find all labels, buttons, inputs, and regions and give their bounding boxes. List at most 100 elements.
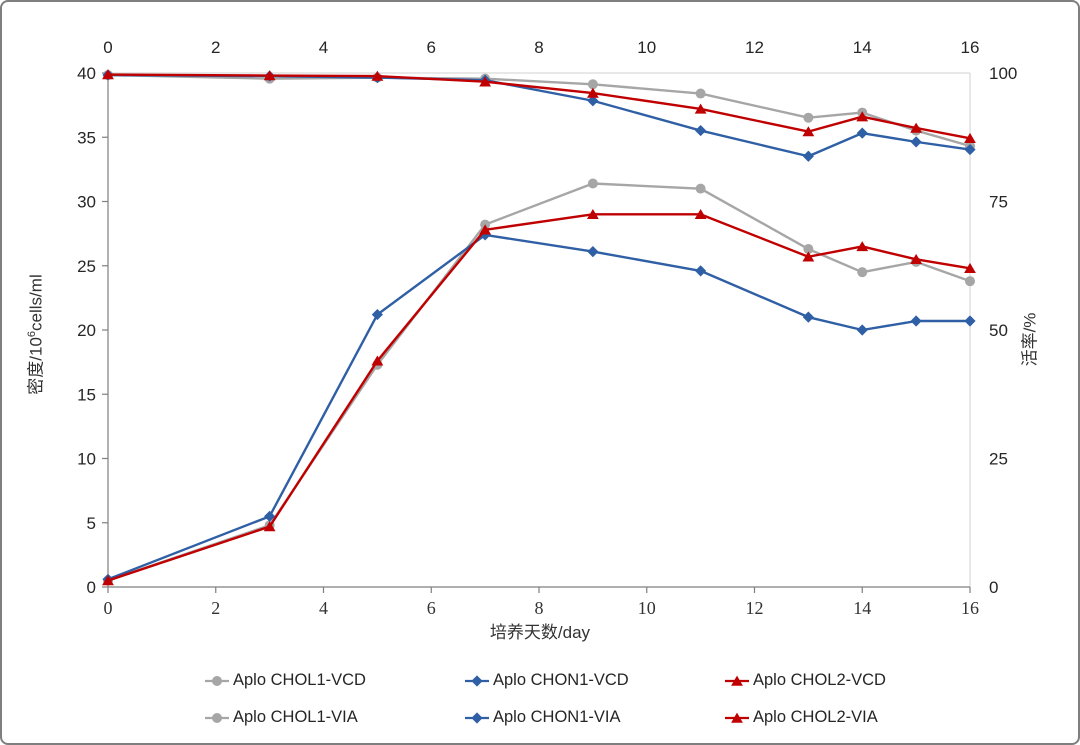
series-aplo-chon1-vcd	[102, 229, 976, 585]
series-aplo-chol1-via	[103, 70, 975, 151]
diamond-marker	[964, 315, 976, 327]
x-bottom-tick-label: 6	[427, 598, 436, 618]
legend-item-aplo-chol2-vcd: Aplo CHOL2-VCD	[722, 662, 982, 699]
diamond-marker	[910, 315, 922, 327]
y-left-tick-label: 10	[77, 450, 96, 469]
y-right-tick-label: 100	[989, 64, 1017, 83]
circle-glyph	[212, 712, 222, 723]
y-left-title-prefix: 密度/10	[26, 337, 46, 395]
circle-glyph	[212, 675, 222, 686]
y-left-title-superscript: 6	[25, 330, 38, 338]
triangle-marker	[586, 208, 599, 220]
diamond-legend-marker-icon	[465, 674, 489, 687]
legend-label: Aplo CHOL2-VCD	[753, 671, 886, 689]
y-left-tick-label: 5	[87, 514, 96, 533]
diamond-glyph	[471, 674, 483, 687]
diamond-marker	[264, 510, 276, 522]
y-left-tick-label: 0	[87, 578, 96, 597]
legend-item-aplo-chol1-via: Aplo CHOL1-VIA	[202, 699, 462, 736]
x-bottom-tick-label: 12	[746, 598, 764, 618]
circle-legend-marker-icon	[205, 712, 229, 723]
diamond-glyph	[471, 711, 483, 724]
series-line	[106, 213, 972, 582]
legend-item-aplo-chon1-vcd: Aplo CHON1-VCD	[462, 662, 722, 699]
series-line	[106, 73, 972, 140]
triangle-marker	[102, 69, 114, 80]
y-left-tick-label: 20	[77, 321, 96, 340]
diamond-marker	[587, 95, 599, 107]
legend-label: Aplo CHOL1-VCD	[233, 671, 366, 689]
y-right-tick-label: 50	[989, 321, 1008, 340]
circle-legend-marker-icon	[205, 675, 229, 686]
x-axis-title: 培养天数/day	[489, 623, 591, 642]
circle-marker	[587, 79, 598, 90]
circle-marker	[587, 178, 598, 189]
x-top-tick-label: 4	[319, 38, 328, 57]
triangle-marker	[479, 224, 492, 235]
x-top-tick-label: 14	[853, 38, 872, 57]
x-top-tick-label: 12	[745, 38, 764, 57]
x-top-tick-label: 6	[427, 38, 436, 57]
triangle-glyph	[731, 675, 743, 686]
circle-marker	[803, 112, 814, 123]
diamond-marker	[587, 246, 599, 258]
y-right-tick-label: 0	[989, 578, 998, 597]
diamond-marker	[695, 124, 707, 137]
triangle-marker	[964, 262, 976, 274]
diamond-marker	[856, 324, 868, 336]
series-line	[106, 73, 972, 148]
y-left-tick-label: 25	[77, 257, 96, 276]
diamond-marker	[371, 308, 383, 321]
legend-item-aplo-chon1-via: Aplo CHON1-VIA	[462, 699, 722, 736]
triangle-legend-marker-icon	[725, 712, 749, 723]
triangle-marker	[694, 103, 707, 114]
circle-marker	[695, 183, 706, 194]
triangle-marker	[910, 122, 923, 133]
triangle-marker	[586, 87, 599, 98]
x-top-tick-label: 0	[103, 38, 112, 57]
triangle-glyph	[731, 712, 743, 723]
series-aplo-chol1-vcd	[103, 178, 975, 586]
x-top-tick-label: 2	[211, 38, 220, 57]
legend-label: Aplo CHON1-VIA	[493, 708, 621, 726]
triangle-marker	[964, 132, 976, 143]
diamond-marker	[856, 127, 868, 139]
series-aplo-chol2-vcd	[102, 208, 976, 586]
y-left-tick-label: 30	[77, 193, 96, 212]
circle-marker	[803, 244, 814, 255]
triangle-marker	[802, 251, 815, 262]
x-bottom-tick-label: 4	[319, 598, 328, 618]
circle-marker	[857, 267, 868, 278]
triangle-marker	[910, 253, 923, 265]
legend-label: Aplo CHON1-VCD	[493, 671, 629, 689]
series-aplo-chon1-via	[102, 69, 976, 162]
y-right-tick-label: 25	[989, 450, 1008, 469]
diamond-marker	[695, 265, 707, 277]
series-aplo-chol2-via	[102, 69, 976, 143]
legend-item-aplo-chol1-vcd: Aplo CHOL1-VCD	[202, 662, 462, 699]
legend-item-aplo-chol2-via: Aplo CHOL2-VIA	[722, 699, 982, 736]
circle-marker	[965, 276, 975, 287]
legend-label: Aplo CHOL1-VIA	[233, 708, 358, 726]
x-bottom-tick-label: 10	[638, 598, 656, 618]
diamond-marker	[802, 311, 814, 323]
triangle-marker	[856, 241, 869, 252]
diamond-marker	[802, 150, 814, 162]
series-line	[106, 233, 972, 581]
triangle-marker	[856, 111, 869, 122]
x-top-tick-label: 16	[961, 38, 980, 57]
triangle-marker	[694, 208, 707, 220]
y-left-title-suffix: cells/ml	[26, 274, 46, 331]
triangle-marker	[263, 521, 276, 532]
y-left-tick-label: 35	[77, 128, 96, 147]
diamond-marker	[964, 143, 976, 156]
triangle-marker	[802, 126, 815, 137]
y-axis-right-title: 活率/%	[1020, 312, 1040, 367]
circle-marker	[695, 88, 706, 99]
x-bottom-tick-label: 16	[961, 598, 979, 618]
triangle-marker	[371, 70, 384, 81]
diamond-legend-marker-icon	[465, 711, 489, 724]
x-top-tick-label: 8	[534, 38, 543, 57]
